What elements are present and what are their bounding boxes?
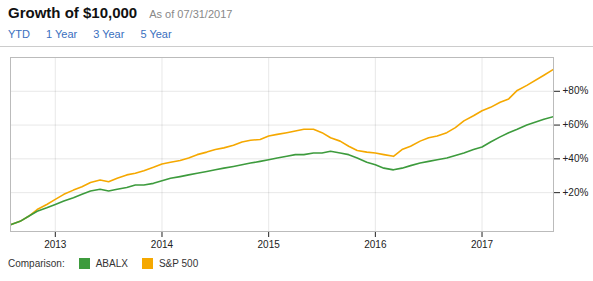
html-text:Comparison:: Comparison: [8,257,65,269]
html-text:As of 07/31/2017: As of 07/31/2017 [149,8,233,20]
svg-text:+40%: +40% [563,153,589,164]
html-text:Growth of $10,000: Growth of $10,000 [8,4,138,21]
svg-text:2015: 2015 [258,239,281,250]
html-text:S&P 500: S&P 500 [159,257,199,269]
svg-text:2014: 2014 [151,239,174,250]
html-text:1 Year: 1 Year [46,28,78,40]
svg-text:2016: 2016 [364,239,387,250]
svg-text:2017: 2017 [471,239,494,250]
svg-text:+60%: +60% [563,119,589,130]
html-text:5 Year: 5 Year [140,28,172,40]
svg-text:2013: 2013 [44,239,67,250]
html-text:YTD: YTD [8,28,30,40]
svg-text:+80%: +80% [563,85,589,96]
html-text:3 Year: 3 Year [93,28,125,40]
svg-text:+20%: +20% [563,187,589,198]
html-text:ABALX: ABALX [95,257,128,269]
